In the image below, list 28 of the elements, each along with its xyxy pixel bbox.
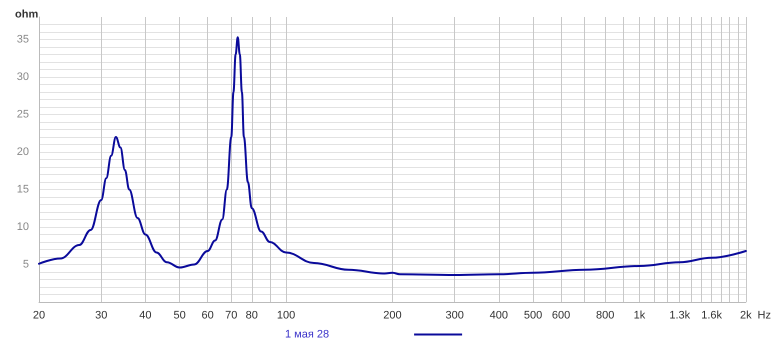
- y-tick-label: 35: [16, 34, 29, 46]
- x-tick-label: 100: [276, 310, 296, 322]
- x-tick-label: 1.3k: [669, 310, 691, 322]
- x-tick-label: 70: [225, 310, 238, 322]
- x-tick-label: 80: [246, 310, 258, 322]
- x-tick-label: 1k: [634, 310, 646, 322]
- x-tick-label: 50: [174, 310, 186, 322]
- text: 1 мая 28: [284, 328, 330, 340]
- x-tick-label: 20: [32, 310, 46, 322]
- x-tick-label: 600: [552, 310, 570, 322]
- x-tick-label: 40: [139, 310, 152, 322]
- x-tick-label: 500: [524, 310, 542, 322]
- y-tick-label: 10: [16, 221, 29, 233]
- x-tick-label: 2k: [740, 310, 752, 322]
- x-tick-label: 60: [202, 310, 214, 322]
- x-tick-label: 800: [596, 310, 614, 322]
- y-axis-title: ohm: [15, 8, 38, 20]
- x-axis-title: Hz: [758, 310, 772, 322]
- x-tick-label: 30: [95, 310, 108, 322]
- y-tick-label: 15: [16, 184, 29, 196]
- y-tick-label: 20: [16, 146, 29, 158]
- x-tick-label: 400: [490, 310, 508, 322]
- y-tick-label: 5: [22, 258, 29, 270]
- x-tick-label: 1.6k: [701, 310, 722, 322]
- y-tick-label: 30: [16, 71, 29, 83]
- y-tick-label: 25: [16, 108, 29, 120]
- x-tick-label: 200: [383, 310, 402, 322]
- x-tick-label: 300: [445, 310, 464, 322]
